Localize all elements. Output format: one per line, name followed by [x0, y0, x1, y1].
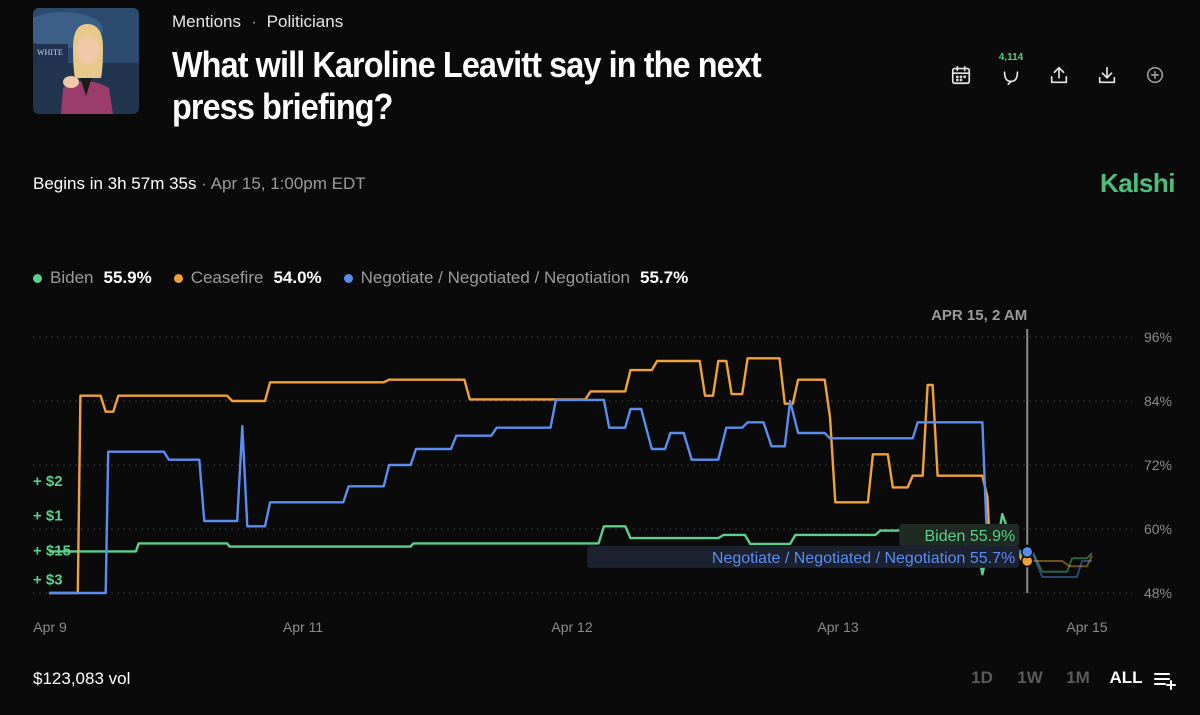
series-line-after-hover — [1032, 555, 1093, 568]
trade-marker: + $3 — [33, 572, 63, 589]
price-chart[interactable]: 96% 84% 72% 60% 48% Apr 9 Apr 11 Apr 12 Apr 13 Ap… — [0, 295, 1200, 645]
x-tick-label: Apr 9 — [33, 619, 67, 635]
breadcrumb-subcategory[interactable]: Politicians — [266, 12, 344, 31]
header-actions: 4,114 — [946, 52, 1176, 90]
legend-item-negotiate[interactable]: Negotiate / Negotiated / Negotiation 55.… — [343, 268, 689, 288]
share-button[interactable] — [1044, 60, 1074, 90]
x-tick-label: Apr 15 — [1066, 619, 1107, 635]
trade-marker: + $1 — [33, 508, 63, 525]
market-title: What will Karoline Leavitt say in the ne… — [172, 44, 762, 127]
range-all[interactable]: ALL — [1109, 668, 1143, 687]
chart-legend: Biden 55.9% Ceasefire 54.0% Negotiate / … — [33, 268, 688, 288]
range-1m[interactable]: 1M — [1066, 668, 1090, 687]
series-line-after-hover — [1031, 550, 1093, 573]
legend-item-biden[interactable]: Biden 55.9% — [33, 268, 152, 288]
series-line — [48, 357, 1034, 595]
series-line — [48, 398, 1034, 595]
range-1d[interactable]: 1D — [971, 668, 993, 687]
legend-value: 55.7% — [640, 268, 689, 287]
end-label-background — [587, 545, 1020, 568]
legend-name: Biden — [50, 268, 94, 287]
end-label-negotiate: Negotiate / Negotiated / Negotiation 55.… — [712, 550, 1015, 567]
comment-count: 4,114 — [998, 52, 1024, 63]
thumbnail-image: WHITE — [33, 8, 139, 114]
hover-dot — [1020, 545, 1034, 559]
legend-dot — [173, 273, 183, 283]
comment-icon — [1003, 71, 1019, 85]
time-range-selector: 1D 1W 1M ALL — [958, 668, 1150, 688]
range-1w[interactable]: 1W — [1017, 668, 1043, 687]
trade-marker: + $15 — [33, 542, 71, 559]
svg-text:WHITE: WHITE — [37, 48, 63, 57]
end-label-background — [899, 523, 1020, 546]
y-tick-label: 48% — [1144, 585, 1172, 601]
comments-button[interactable]: 4,114 — [996, 52, 1026, 90]
add-button[interactable] — [1140, 60, 1170, 90]
event-date: · Apr 15, 1:00pm EDT — [201, 174, 366, 193]
y-tick-label: 96% — [1144, 329, 1172, 345]
legend-dot — [33, 273, 42, 283]
breadcrumb-separator: · — [250, 12, 257, 31]
download-icon — [1098, 66, 1116, 84]
list-plus-icon — [1154, 673, 1176, 690]
hover-date-label: APR 15, 2 AM — [931, 307, 1027, 324]
y-tick-label: 84% — [1144, 393, 1172, 409]
calendar-button[interactable] — [946, 60, 976, 90]
calendar-icon — [951, 65, 971, 85]
legend-value: 54.0% — [273, 268, 322, 287]
legend-name: Negotiate / Negotiated / Negotiation — [360, 268, 630, 287]
begins-countdown: Begins in 3h 57m 35s · Apr 15, 1:00pm ED… — [33, 174, 366, 194]
trade-marker: + $2 — [33, 473, 63, 490]
countdown-text: Begins in 3h 57m 35s — [33, 174, 197, 193]
x-tick-label: Apr 11 — [283, 619, 323, 635]
volume-text: $123,083 vol — [33, 669, 131, 688]
kalshi-logo[interactable]: Kalshi — [1099, 168, 1176, 198]
download-button[interactable] — [1092, 60, 1122, 90]
chart-options-button[interactable] — [1153, 667, 1177, 691]
x-tick-label: Apr 12 — [551, 619, 592, 635]
legend-value: 55.9% — [103, 268, 152, 287]
legend-name: Ceasefire — [190, 268, 264, 287]
series-line-after-hover — [1031, 551, 1092, 578]
end-label-biden: Biden 55.9% — [925, 528, 1016, 545]
plus-circle-icon — [1146, 66, 1164, 84]
legend-item-ceasefire[interactable]: Ceasefire 54.0% — [173, 268, 322, 288]
y-tick-label: 60% — [1144, 521, 1172, 537]
breadcrumb: Mentions · Politicians — [172, 12, 343, 32]
share-icon — [1050, 66, 1068, 84]
legend-dot — [343, 273, 353, 283]
market-thumbnail[interactable]: WHITE — [33, 8, 139, 114]
breadcrumb-category[interactable]: Mentions — [172, 12, 241, 31]
y-tick-label: 72% — [1144, 457, 1172, 473]
x-tick-label: Apr 13 — [817, 619, 858, 635]
